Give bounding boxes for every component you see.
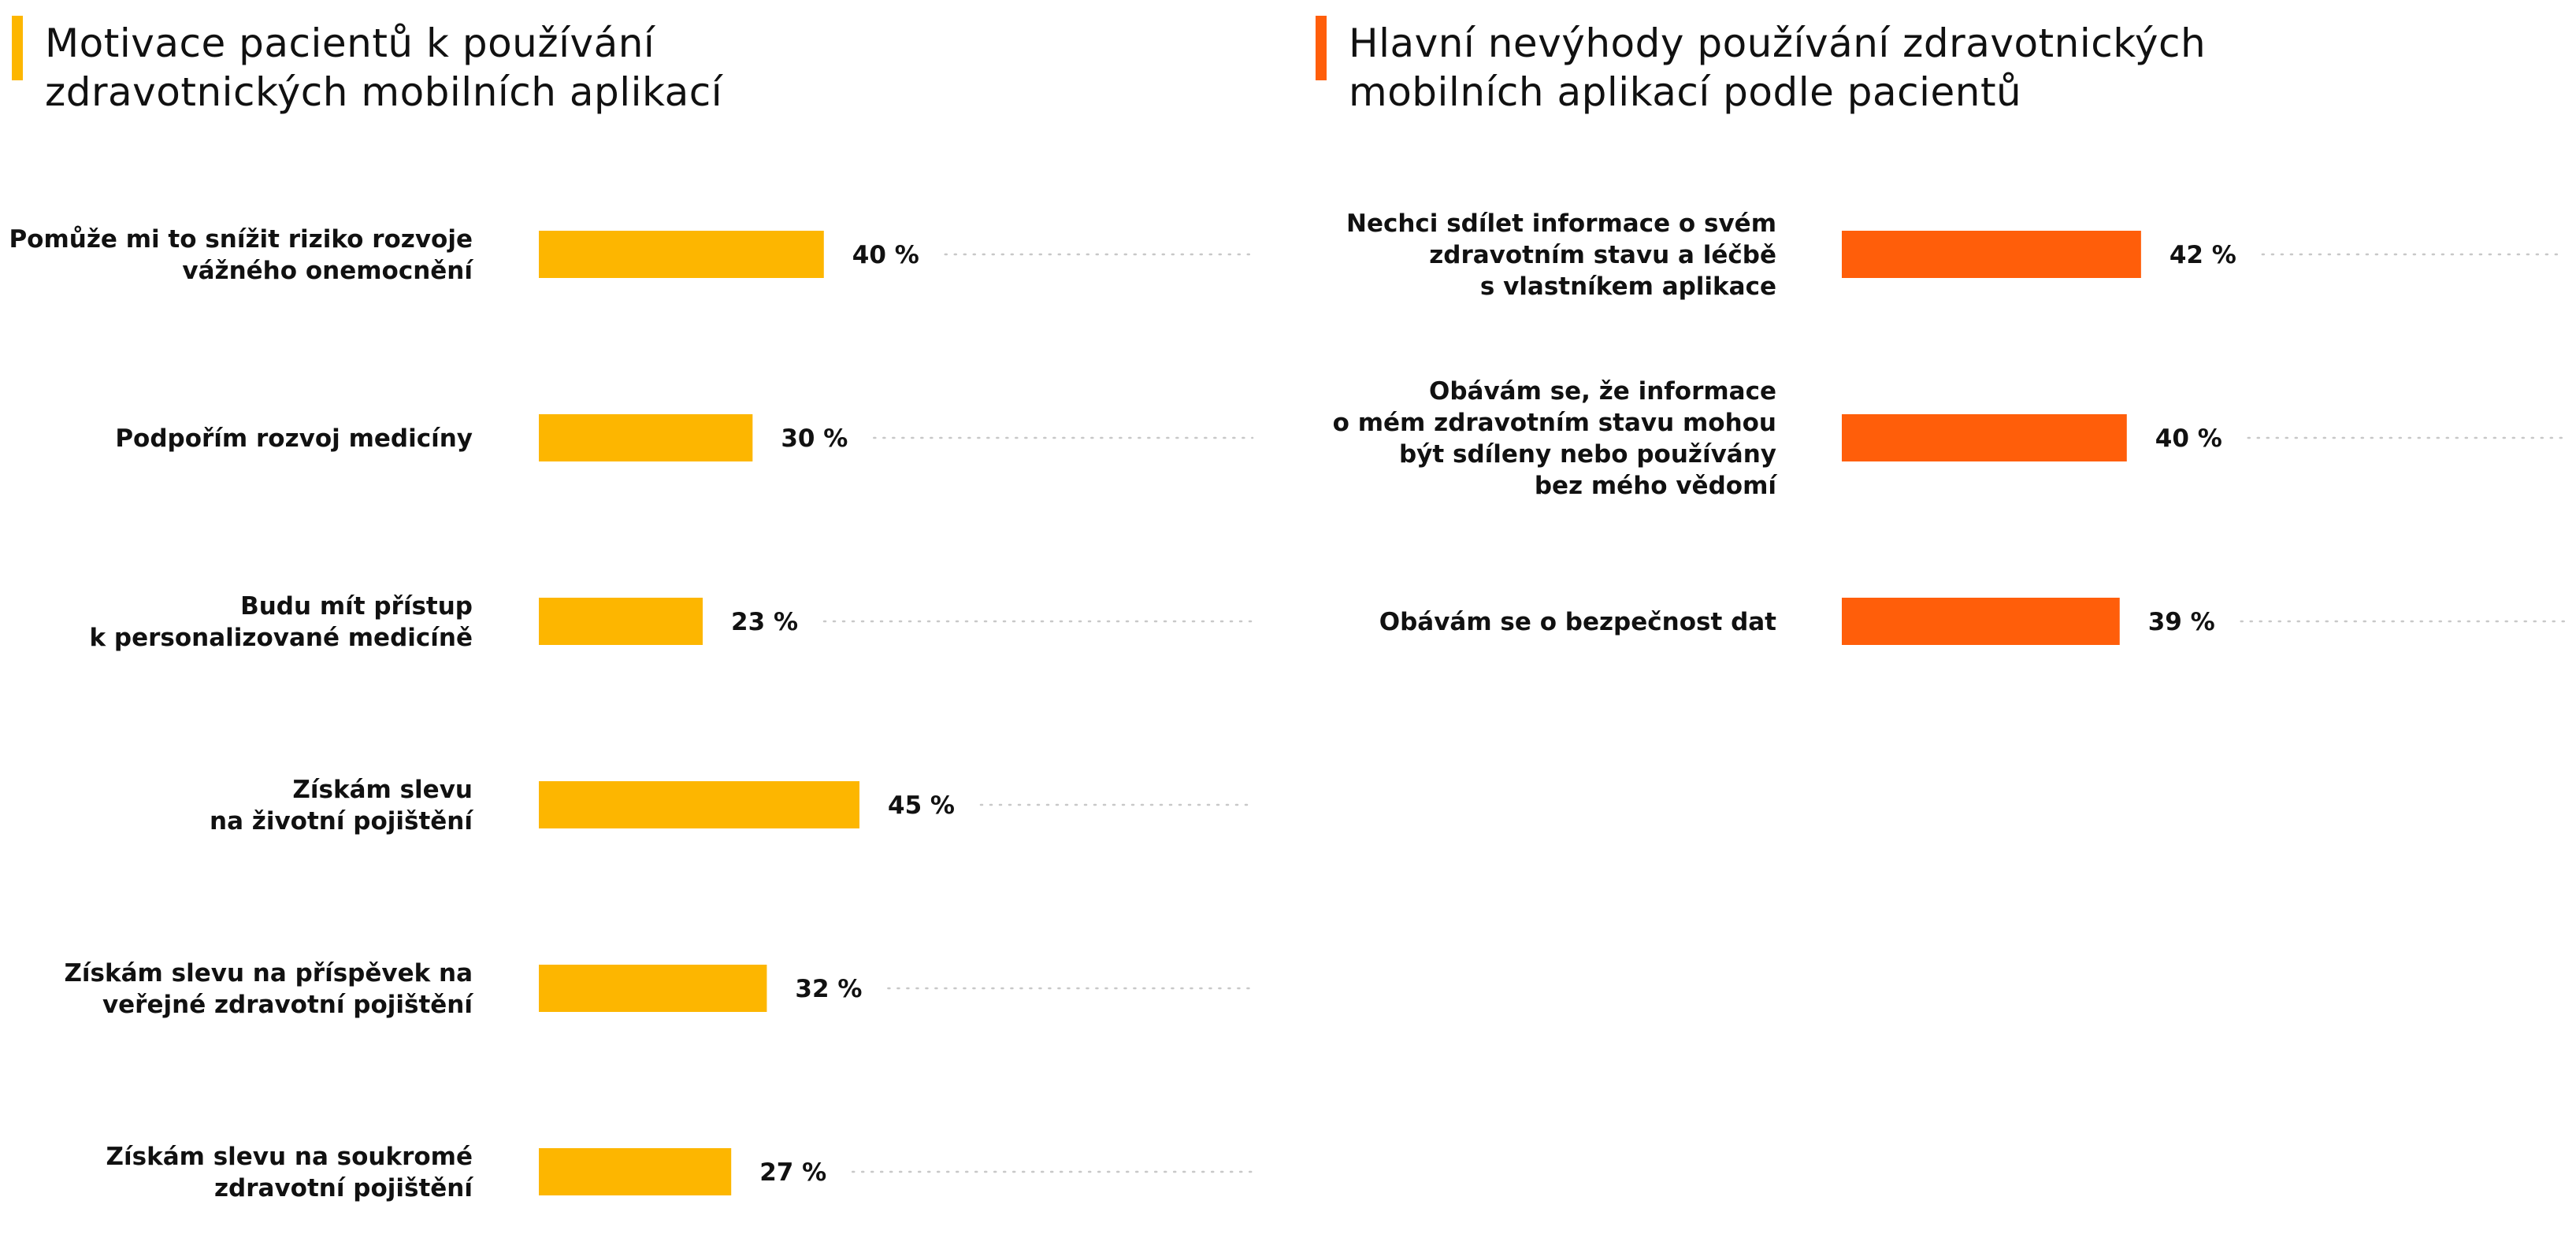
right-category-label-2: Obávám se o bezpečnost dat	[1379, 608, 1776, 636]
left-bar-1	[539, 414, 753, 461]
left-category-label-3-line-1: na životní pojištění	[210, 807, 473, 836]
left-category-label-0-line-1: vážného onemocnění	[182, 257, 473, 285]
left-category-label-4-line-1: veřejné zdravotní pojištění	[102, 991, 473, 1019]
right-bar-chart: 42 % Nechci sdílet informace o svém zdravo…	[1333, 209, 2566, 645]
right-category-label-1-line-0: Obávám se, že informace	[1429, 377, 1776, 406]
right-chart-title: Hlavní nevýhody používání zdravotnických…	[1349, 19, 2373, 117]
right-accent-bar	[1316, 16, 1327, 80]
left-bar-2	[539, 598, 703, 645]
left-category-label-0: Pomůže mi to snížit riziko rozvoje vážnéh…	[9, 225, 473, 285]
right-value-label-0: 42 %	[2170, 241, 2236, 269]
left-category-label-4: Získám slevu na příspěvek na veřejné zdra…	[64, 959, 473, 1019]
right-category-label-0-line-0: Nechci sdílet informace o svém	[1346, 209, 1776, 238]
right-category-label-0-line-1: zdravotním stavu a léčbě	[1429, 241, 1776, 269]
left-chart-title: Motivace pacientů k používání zdravotnic…	[45, 19, 1069, 117]
left-category-label-2: Budu mít přístup k personalizované medicí…	[90, 592, 473, 652]
left-title-line-2: zdravotnických mobilních aplikací	[45, 69, 723, 115]
right-category-label-1: Obávám se, že informace o mém zdravotním …	[1333, 377, 1778, 500]
right-chart-panel: Hlavní nevýhody používání zdravotnických…	[1304, 0, 2576, 1234]
left-category-label-5-line-1: zdravotní pojištění	[214, 1174, 473, 1203]
left-category-label-5: Získám slevu na soukromé zdravotní pojišt…	[106, 1143, 474, 1203]
right-bar-2	[1842, 598, 2120, 645]
left-category-label-0-line-0: Pomůže mi to snížit riziko rozvoje	[9, 225, 473, 254]
left-bar-4	[539, 965, 767, 1012]
left-bar-5	[539, 1148, 732, 1195]
right-value-label-2: 39 %	[2148, 608, 2215, 636]
left-title-line-1: Motivace pacientů k používání	[45, 20, 655, 66]
left-chart-panel: Motivace pacientů k používání zdravotnic…	[0, 0, 1276, 1234]
right-title-line-1: Hlavní nevýhody používání zdravotnických	[1349, 20, 2207, 66]
left-category-label-3-line-0: Získám slevu	[292, 776, 473, 804]
left-accent-bar	[12, 16, 23, 80]
right-category-label-0: Nechci sdílet informace o svém zdravotním…	[1346, 209, 1776, 301]
left-category-label-1: Podpořím rozvoj medicíny	[115, 424, 473, 453]
left-category-label-3: Získám slevu na životní pojištění	[210, 776, 473, 836]
right-category-label-0-line-2: s vlastníkem aplikace	[1480, 272, 1776, 301]
left-bar-chart: 40 % Pomůže mi to snížit riziko rozvoje vá…	[9, 225, 1254, 1203]
left-category-label-5-line-0: Získám slevu na soukromé	[106, 1143, 473, 1171]
right-category-label-1-line-1: o mém zdravotním stavu mohou	[1333, 409, 1776, 437]
left-category-label-2-line-0: Budu mít přístup	[240, 592, 473, 621]
right-bar-0	[1842, 231, 2141, 278]
right-bar-1	[1842, 414, 2127, 461]
left-value-label-1: 30 %	[781, 424, 848, 453]
left-bar-3	[539, 781, 859, 828]
left-value-label-5: 27 %	[759, 1158, 826, 1187]
right-title-line-2: mobilních aplikací podle pacientů	[1349, 69, 2022, 115]
left-category-label-4-line-0: Získám slevu na příspěvek na	[64, 959, 473, 988]
left-category-label-2-line-1: k personalizované medicíně	[90, 624, 473, 652]
right-category-label-1-line-3: bez mého vědomí	[1535, 472, 1778, 500]
left-value-label-4: 32 %	[795, 975, 862, 1003]
left-value-label-3: 45 %	[888, 791, 955, 820]
right-category-label-1-line-2: být sdíleny nebo používány	[1399, 440, 1776, 469]
left-value-label-2: 23 %	[731, 608, 798, 636]
right-value-label-1: 40 %	[2155, 424, 2222, 453]
left-category-label-1-line-0: Podpořím rozvoj medicíny	[115, 424, 473, 453]
left-bar-0	[539, 231, 824, 278]
right-category-label-2-line-0: Obávám se o bezpečnost dat	[1379, 608, 1776, 636]
left-value-label-0: 40 %	[852, 241, 919, 269]
